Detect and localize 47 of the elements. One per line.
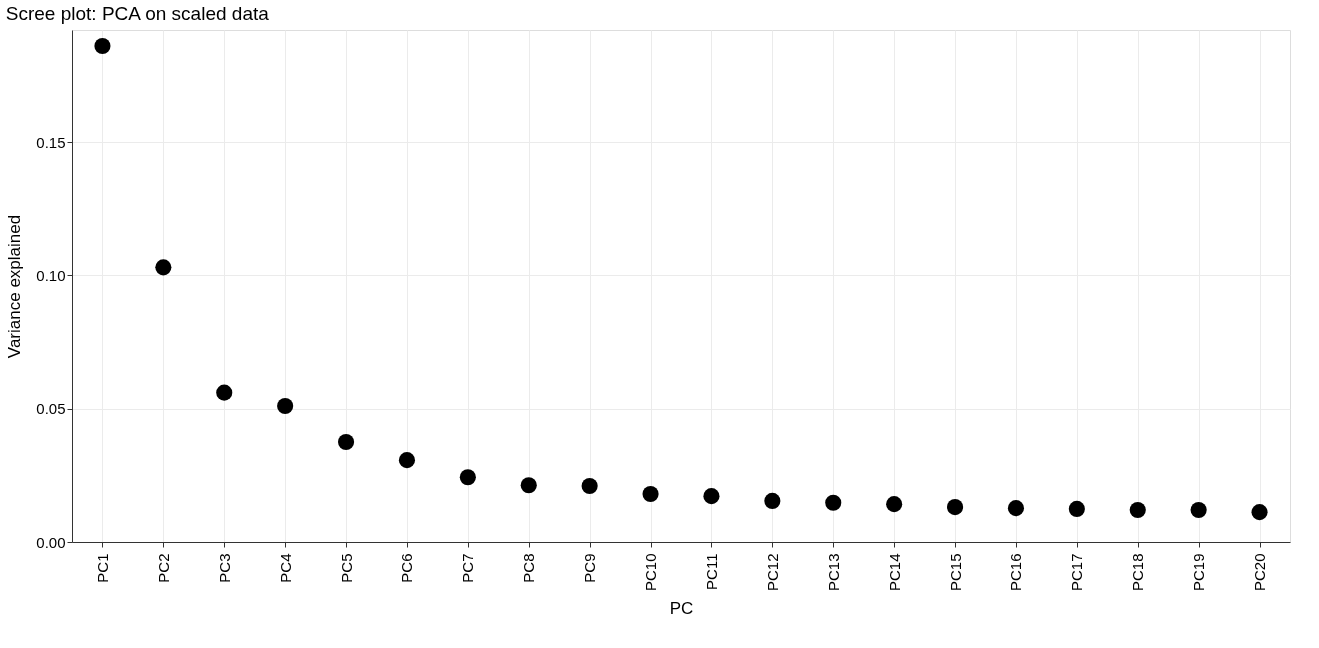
point	[886, 496, 903, 513]
x-tick-label: PC3	[215, 553, 233, 583]
point	[1007, 500, 1025, 517]
x-tick-label: PC19	[1190, 553, 1208, 592]
x-tick-label: PC8	[520, 553, 538, 583]
x-tick-label: PC2	[154, 553, 172, 583]
point	[216, 384, 233, 401]
point	[398, 452, 416, 469]
point	[337, 433, 355, 451]
point	[155, 259, 172, 276]
x-tick-label: PC7	[459, 553, 477, 583]
point	[1190, 501, 1207, 519]
point	[946, 499, 964, 516]
point	[277, 397, 294, 415]
point	[459, 469, 476, 486]
point	[825, 494, 842, 511]
x-tick-label: PC1	[93, 553, 111, 583]
point	[581, 477, 598, 495]
point	[1129, 501, 1146, 519]
y-axis-title: Variance explained	[5, 214, 25, 359]
y-tick-label: 0.00	[36, 533, 66, 551]
y-tick-label: 0.05	[36, 400, 66, 418]
y-tick-label: 0.10	[36, 266, 66, 284]
x-tick-label: PC12	[763, 553, 781, 592]
point	[520, 477, 537, 494]
x-tick-label: PC14	[885, 553, 903, 592]
x-tick-label: PC17	[1068, 553, 1086, 592]
x-tick-label: PC5	[337, 553, 355, 583]
chart-title: Scree plot: PCA on scaled data	[5, 3, 270, 24]
y-tick-label: 0.15	[36, 133, 66, 151]
point	[94, 37, 111, 55]
x-tick-label: PC15	[946, 553, 964, 592]
point	[703, 488, 720, 505]
x-tick-label: PC13	[824, 553, 842, 592]
x-tick-label: PC11	[702, 553, 720, 590]
x-tick-label: PC20	[1251, 553, 1269, 592]
point	[1251, 504, 1268, 521]
x-tick-label: PC9	[581, 553, 599, 583]
x-tick-label: PC10	[642, 553, 660, 592]
x-axis-title: PC	[669, 599, 694, 619]
point	[1068, 500, 1085, 517]
x-tick-label: PC4	[276, 553, 294, 583]
x-tick-label: PC6	[398, 553, 416, 583]
x-tick-label: PC16	[1007, 553, 1025, 592]
point	[642, 485, 659, 503]
point	[764, 492, 781, 509]
x-tick-label: PC18	[1129, 553, 1147, 592]
